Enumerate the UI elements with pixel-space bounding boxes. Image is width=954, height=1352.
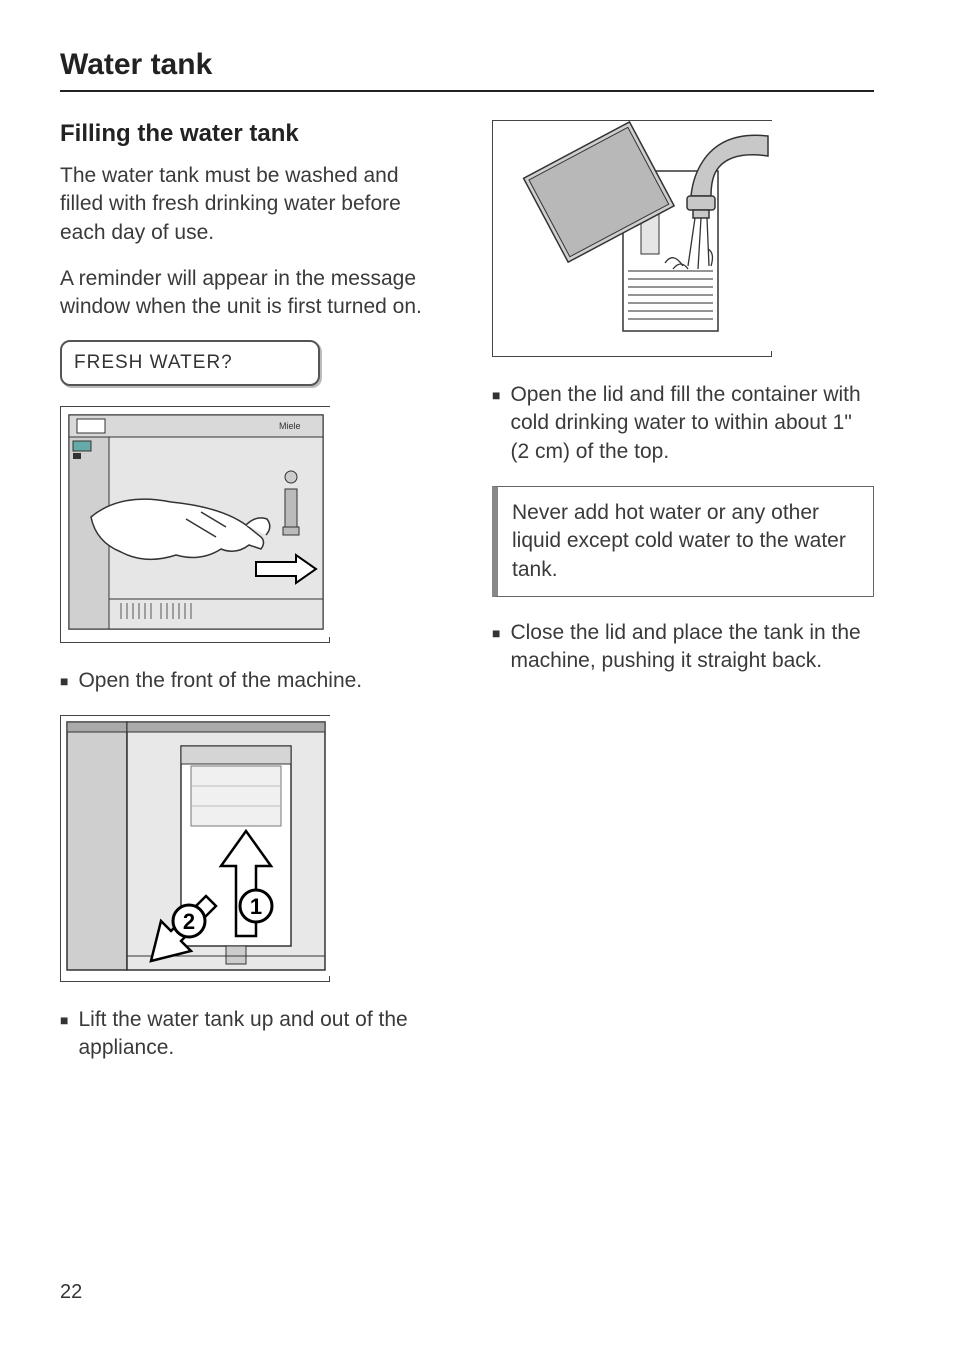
illustration-fill-tank [492, 120, 772, 357]
bullet-square-icon: ■ [60, 667, 68, 695]
bullet-open-lid-fill: ■ Open the lid and fill the container wi… [492, 381, 874, 466]
warning-note-box: Never add hot water or any other liquid … [492, 486, 874, 597]
message-display-illustration: FRESH WATER? [60, 340, 320, 386]
content-columns: Filling the water tank The water tank mu… [60, 120, 874, 1083]
page-number: 22 [60, 1281, 82, 1304]
bullet-text: Open the lid and fill the container with… [510, 381, 874, 466]
bullet-square-icon: ■ [492, 381, 500, 466]
bullet-text: Lift the water tank up and out of the ap… [78, 1006, 442, 1063]
subheading-filling: Filling the water tank [60, 120, 442, 148]
bullet-text: Close the lid and place the tank in the … [510, 619, 874, 676]
page-title: Water tank [60, 48, 874, 92]
illustration-remove-tank: 1 2 [60, 715, 330, 982]
note-text: Never add hot water or any other liquid … [512, 501, 846, 581]
svg-text:1: 1 [250, 894, 262, 919]
para-wash-fill: The water tank must be washed and filled… [60, 162, 442, 247]
para-reminder: A reminder will appear in the message wi… [60, 265, 442, 322]
left-column: Filling the water tank The water tank mu… [60, 120, 442, 1083]
bullet-square-icon: ■ [492, 619, 500, 676]
bullet-open-front: ■ Open the front of the machine. [60, 667, 442, 695]
svg-text:Miele: Miele [279, 421, 301, 431]
display-text: FRESH WATER? [74, 352, 233, 373]
bullet-close-lid: ■ Close the lid and place the tank in th… [492, 619, 874, 676]
bullet-text: Open the front of the machine. [78, 667, 362, 695]
right-column: ■ Open the lid and fill the container wi… [492, 120, 874, 1083]
svg-text:2: 2 [183, 909, 195, 934]
bullet-lift-tank: ■ Lift the water tank up and out of the … [60, 1006, 442, 1063]
display-frame: FRESH WATER? [60, 340, 320, 386]
bullet-square-icon: ■ [60, 1006, 68, 1063]
illustration-open-front: Miele [60, 406, 330, 643]
